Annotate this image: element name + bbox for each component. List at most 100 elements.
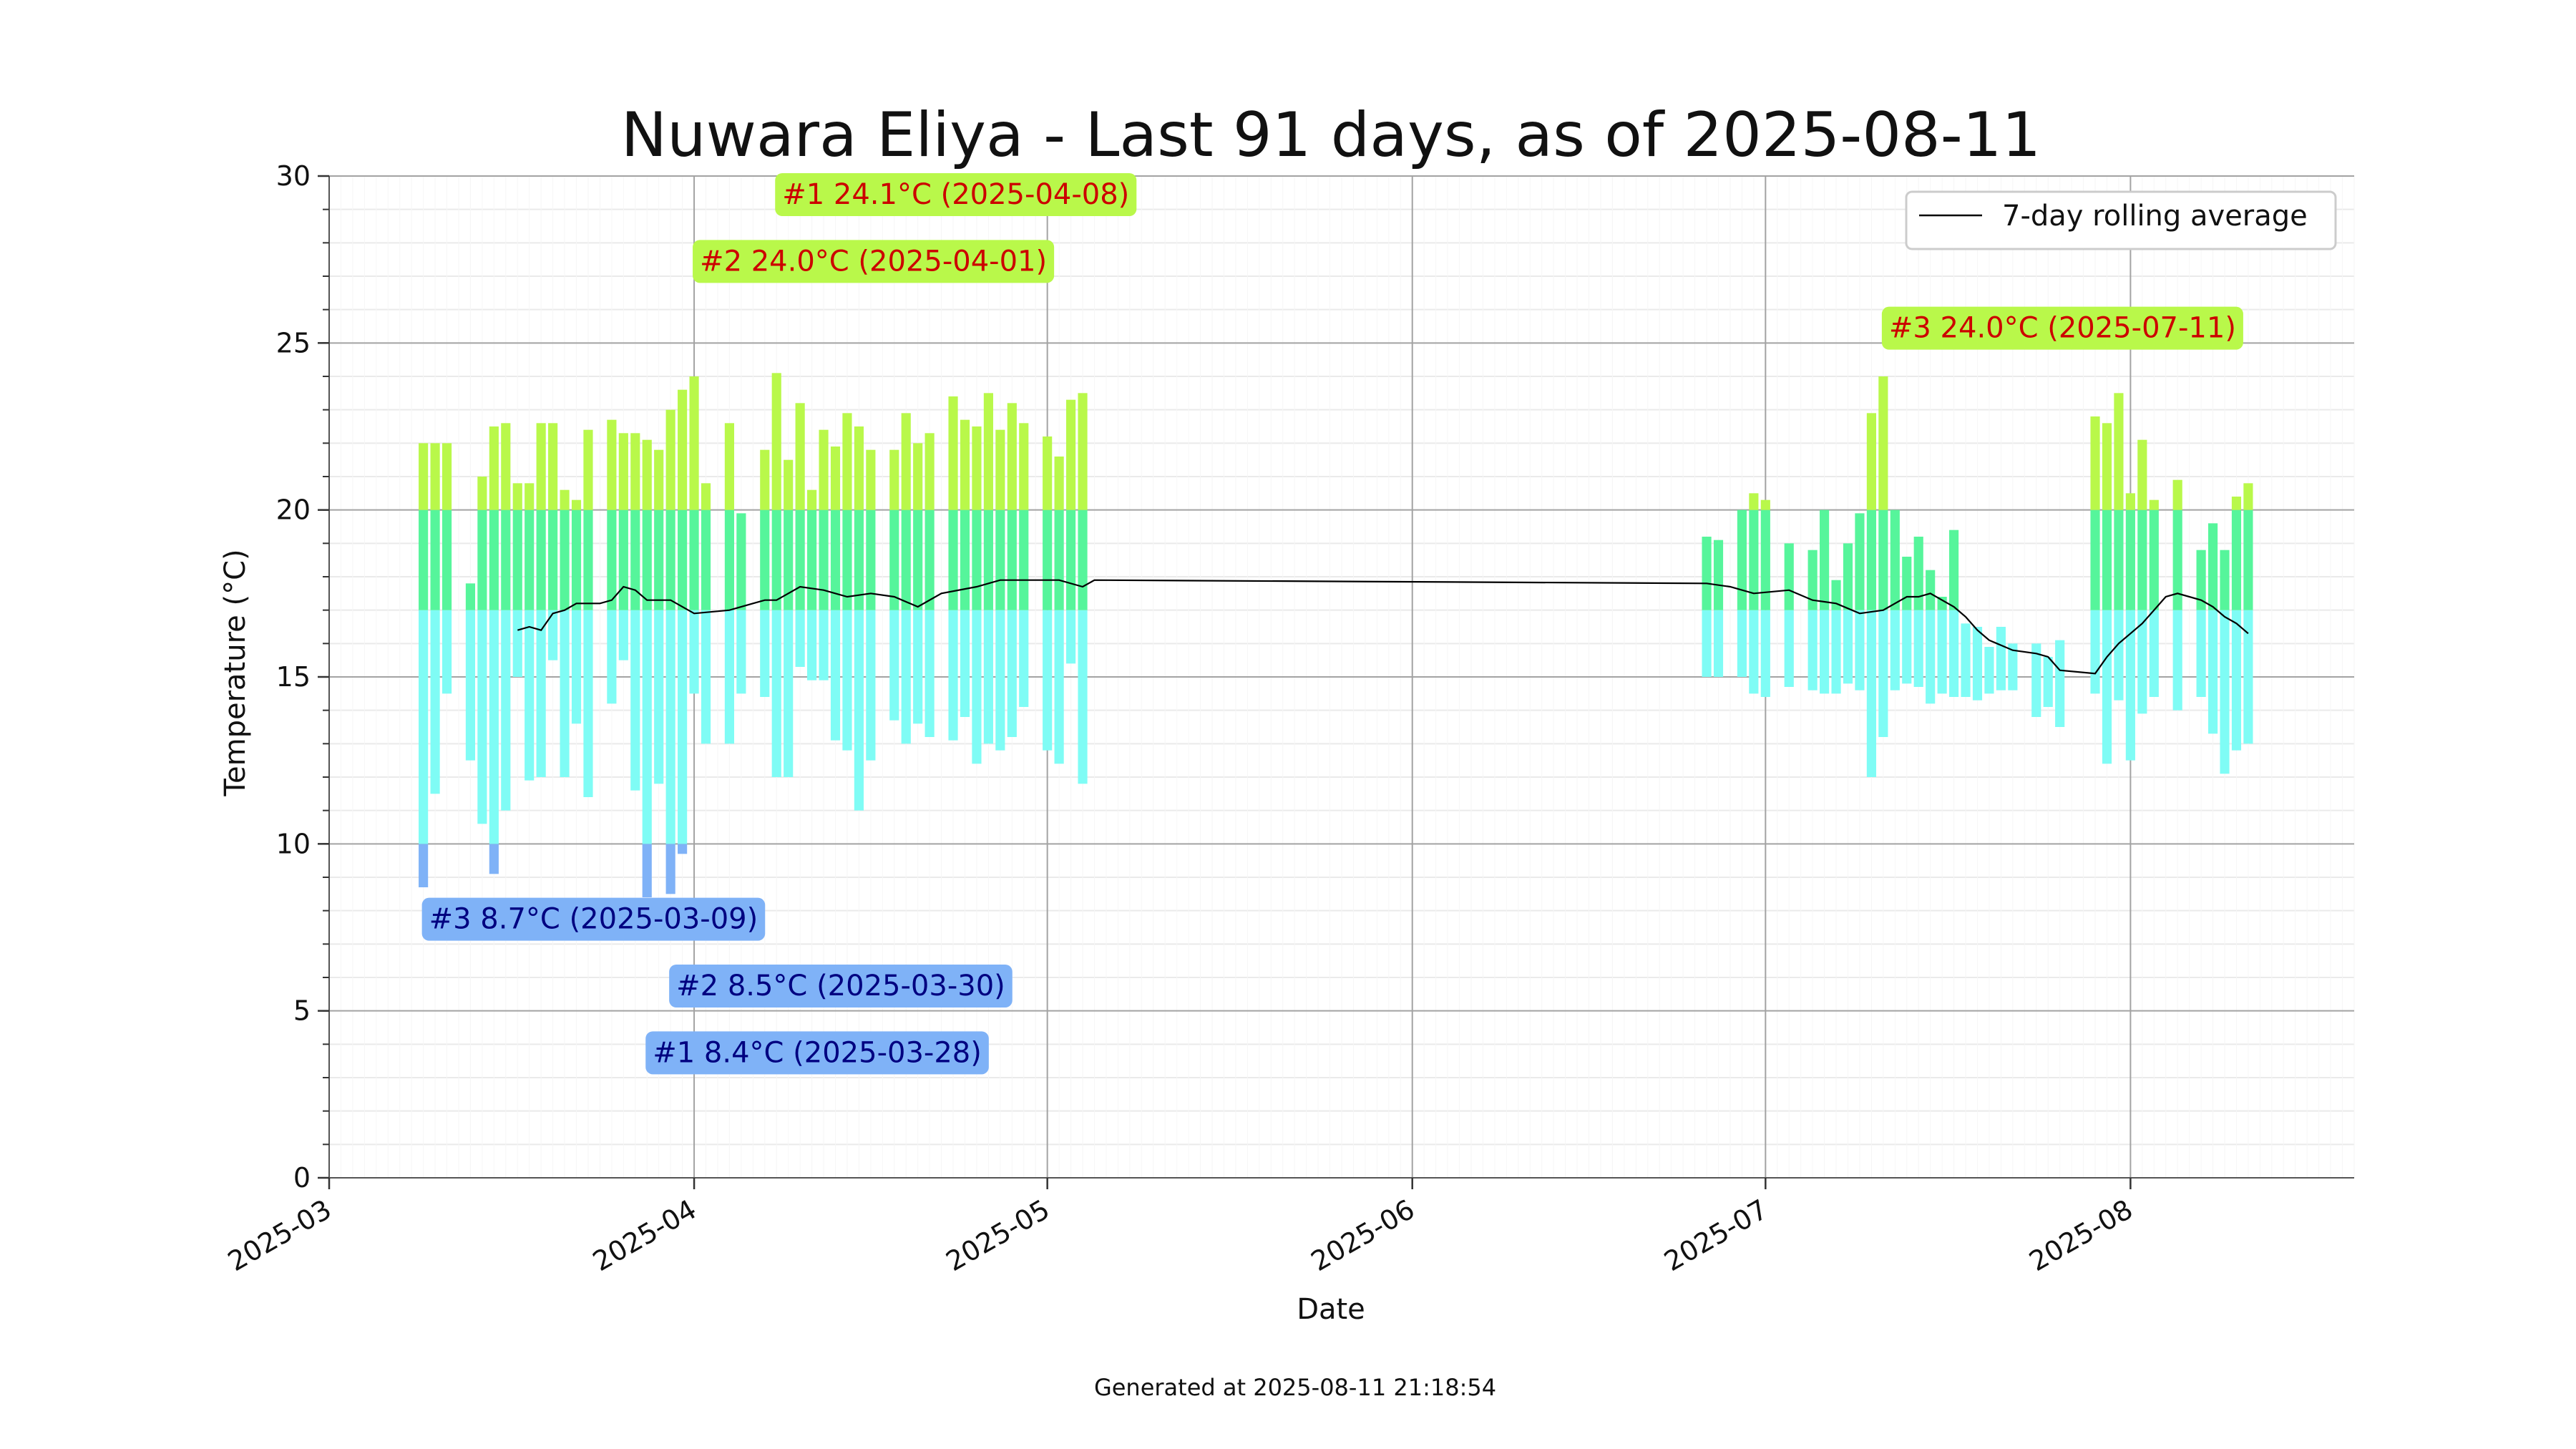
temperature-bar-segment (2207, 523, 2218, 610)
temperature-bar-segment (913, 509, 923, 610)
temperature-bar-segment (2231, 509, 2242, 610)
temperature-bar-segment (1855, 513, 1865, 610)
temperature-bar-segment (618, 433, 628, 510)
temperature-bar (525, 483, 535, 781)
temperature-bar-segment (571, 509, 582, 610)
temperature-bar (771, 373, 781, 777)
temperature-bar (1961, 623, 1971, 697)
temperature-bar (784, 459, 794, 777)
temperature-bar (2137, 439, 2147, 714)
temperature-bar (1760, 499, 1770, 697)
temperature-bar-segment (1749, 509, 1759, 610)
y-tick-label: 5 (293, 995, 311, 1027)
temperature-bar (1713, 540, 1724, 677)
temperature-bar-segment (995, 509, 1005, 610)
temperature-bar-segment (2090, 416, 2100, 510)
temperature-bar-segment (1843, 610, 1853, 684)
temperature-bar-segment (419, 844, 429, 887)
temperature-bar-segment (901, 610, 911, 744)
temperature-bar (2055, 640, 2065, 727)
temperature-bar-segment (1007, 509, 1017, 610)
temperature-bar-segment (854, 426, 864, 510)
temperature-bar-segment (842, 509, 852, 610)
temperature-bar-segment (924, 509, 935, 610)
temperature-bar (2243, 483, 2253, 744)
temperature-bar-segment (1949, 530, 1959, 610)
annotation-box (421, 897, 766, 941)
temperature-bar-segment (901, 413, 911, 510)
temperature-bar-segment (1019, 610, 1029, 707)
temperature-bar-segment (2090, 610, 2100, 694)
temperature-bar-segment (724, 423, 734, 510)
temperature-bar-segment (1913, 610, 1923, 687)
y-tick-label: 15 (276, 661, 311, 693)
temperature-bar (995, 429, 1005, 751)
temperature-bar-segment (1878, 610, 1888, 737)
temperature-bar-segment (2043, 657, 2053, 707)
temperature-bar (736, 513, 746, 694)
temperature-bar-segment (795, 509, 805, 610)
temperature-bar-segment (1007, 610, 1017, 737)
temperature-bar-segment (701, 610, 711, 744)
temperature-bar-segment (430, 509, 440, 610)
temperature-bar-segment (795, 403, 805, 510)
temperature-bar-segment (960, 419, 970, 510)
temperature-bar-segment (536, 423, 546, 510)
temperature-bar (2125, 493, 2135, 761)
temperature-bar-segment (1996, 627, 2006, 691)
temperature-bar-segment (2137, 610, 2147, 714)
temperature-bar-segment (830, 610, 841, 741)
temperature-bar-segment (972, 610, 982, 764)
temperature-bar-segment (701, 509, 711, 610)
temperature-bar-segment (607, 610, 617, 704)
temperature-bar (536, 423, 546, 777)
temperature-bar (807, 489, 817, 680)
temperature-bar-segment (654, 610, 664, 784)
annotation-box (693, 240, 1055, 283)
temperature-bar-segment (1926, 570, 1936, 610)
temperature-bar (1749, 493, 1759, 694)
temperature-bar (819, 429, 829, 680)
temperature-bar-segment (441, 610, 452, 694)
temperature-bar-segment (665, 509, 675, 610)
temperature-bar-segment (771, 509, 781, 610)
temperature-bar (948, 396, 958, 741)
annotation-text: #2 24.0°C (2025-04-01) (700, 245, 1047, 278)
temperature-bar-segment (2231, 497, 2242, 510)
temperature-bar-segment (441, 443, 452, 510)
temperature-bar-segment (548, 423, 558, 510)
temperature-bar-segment (2243, 610, 2253, 744)
temperature-bar-segment (1065, 399, 1076, 510)
temperature-bar-segment (501, 423, 511, 510)
temperature-bar (441, 443, 452, 694)
temperature-bar-segment (1890, 610, 1900, 691)
temperature-bar-segment (866, 449, 876, 510)
temperature-bar-segment (1878, 376, 1888, 510)
temperature-bar-segment (842, 610, 852, 751)
temperature-bar-segment (419, 610, 429, 844)
temperature-bar-segment (654, 509, 664, 610)
rolling-average-line-group (517, 579, 2249, 675)
temperature-bar-segment (1878, 509, 1888, 610)
temperature-bar (689, 376, 699, 694)
temperature-bar (2149, 499, 2159, 697)
temperature-bar-segment (995, 429, 1005, 510)
temperature-bar (1866, 413, 1876, 777)
temperature-bar (2207, 523, 2218, 734)
y-axis-title: Temperature (°C) (219, 549, 252, 796)
temperature-bar (1784, 543, 1794, 687)
temperature-bar-segment (1065, 610, 1076, 664)
rolling-average-line (517, 579, 2249, 675)
temperature-bar-segment (477, 610, 487, 824)
temperature-bar (1855, 513, 1865, 691)
temperature-bar-segment (630, 509, 640, 610)
temperature-bar-segment (1807, 610, 1818, 691)
temperature-bar-segment (1749, 610, 1759, 694)
temperature-bar-segment (972, 426, 982, 510)
temperature-bar (1820, 509, 1830, 694)
temperature-bar (960, 419, 970, 717)
temperature-bar-segment (1043, 509, 1053, 610)
temperature-bar-segment (1902, 610, 1912, 684)
temperature-bar (1702, 537, 1712, 677)
temperature-bar (1019, 423, 1029, 707)
